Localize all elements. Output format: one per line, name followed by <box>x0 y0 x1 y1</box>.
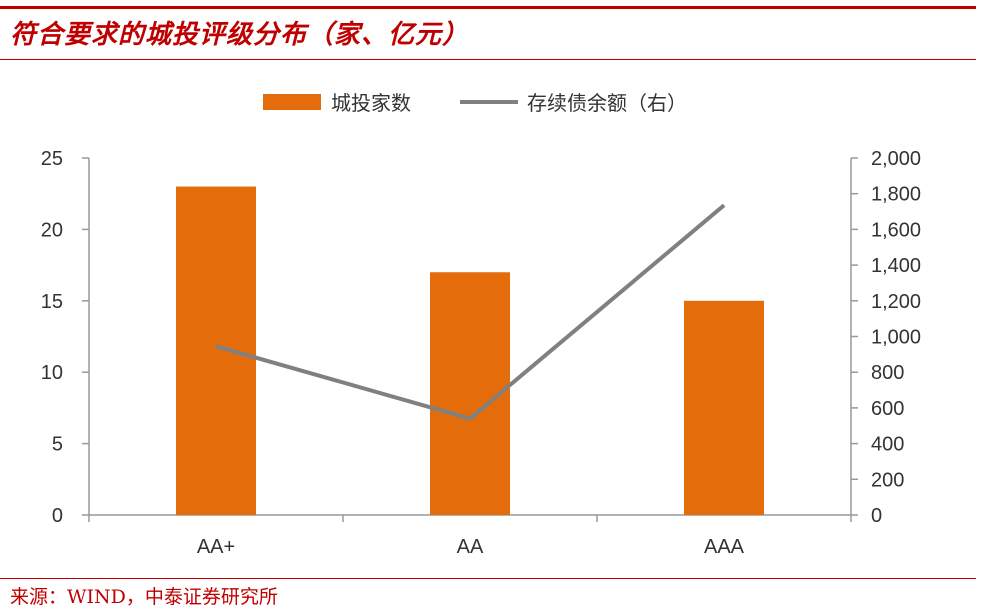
bars <box>175 186 765 515</box>
line-series <box>215 203 726 421</box>
legend: 城投家数 存续债余额（右） <box>263 91 687 115</box>
bar <box>175 186 257 515</box>
line-point <box>469 418 471 420</box>
source-note: 来源：WIND，中泰证券研究所 <box>10 586 278 608</box>
right-tick-label: 1,400 <box>871 255 921 277</box>
left-tick-label: 15 <box>41 291 63 313</box>
x-tick-label: AA <box>457 536 484 558</box>
x-tick-label: AA+ <box>197 536 235 558</box>
right-tick-label: 600 <box>871 398 904 420</box>
right-tick-label: 0 <box>871 505 882 527</box>
right-tick-label: 800 <box>871 362 904 384</box>
left-tick-label: 0 <box>52 505 63 527</box>
right-tick-label: 2,000 <box>871 148 921 170</box>
right-tick-label: 1,200 <box>871 291 921 313</box>
x-tick-label: AAA <box>704 536 745 558</box>
bar <box>683 300 765 515</box>
legend-label-bar: 城投家数 <box>331 91 411 115</box>
left-tick-label: 5 <box>52 434 63 456</box>
right-tick-label: 1,800 <box>871 184 921 206</box>
line-point <box>723 204 725 206</box>
right-tick-label: 1,000 <box>871 327 921 349</box>
right-tick-label: 400 <box>871 434 904 456</box>
page-title: 符合要求的城投评级分布（家、亿元） <box>10 20 470 50</box>
legend-label-line: 存续债余额（右） <box>527 91 687 115</box>
left-tick-label: 25 <box>41 148 63 170</box>
right-tick-label: 1,600 <box>871 219 921 241</box>
axes: 0 5 10 15 20 25 0 200 400 600 800 1,000 1,200 1,400 1,… <box>41 148 921 558</box>
footer-rule <box>0 578 976 579</box>
header-bottom-rule <box>0 59 976 60</box>
line-point <box>215 345 217 347</box>
right-tick-label: 200 <box>871 469 904 491</box>
header-top-rule <box>0 6 976 9</box>
legend-swatch-bar <box>263 94 321 110</box>
left-tick-label: 20 <box>41 219 63 241</box>
left-tick-label: 10 <box>41 362 63 384</box>
